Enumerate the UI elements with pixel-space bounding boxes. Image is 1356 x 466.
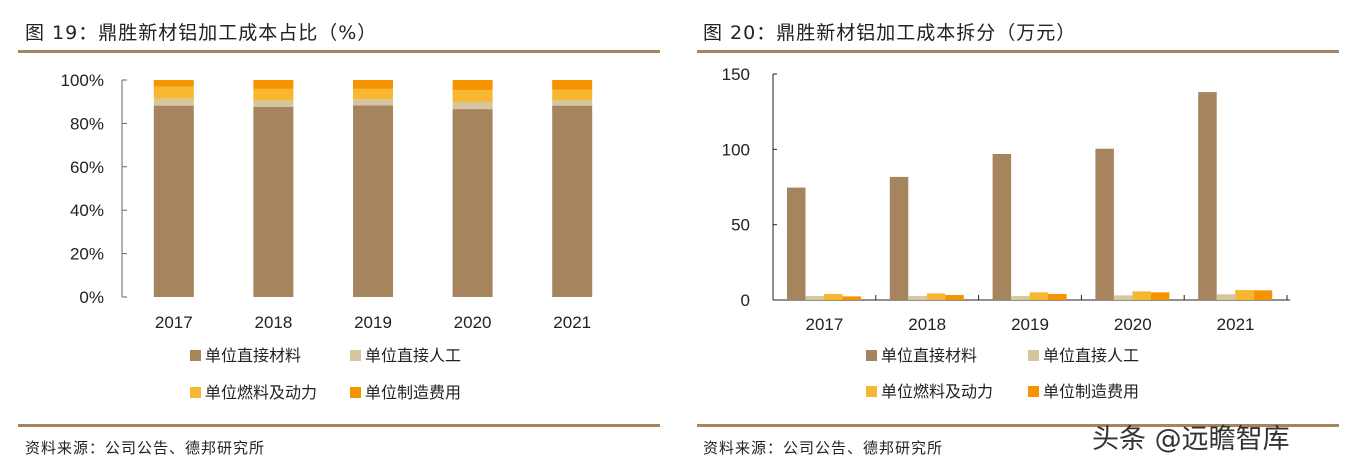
right-bar-2018-series-3	[945, 295, 964, 300]
left-bar-2017-series-2	[153, 86, 194, 99]
left-bar-2020-series-1	[452, 101, 493, 110]
watermark: 头条 @远瞻智库	[1092, 424, 1290, 455]
right-bar-2020-series-0	[1095, 148, 1114, 300]
left-y-tick-label: 60%	[70, 158, 104, 177]
right-bar-2019-series-1	[1011, 296, 1030, 300]
footer-divider-right	[697, 424, 1339, 427]
left-bar-2018-series-3	[253, 80, 294, 89]
left-bar-2021-series-3	[552, 80, 593, 90]
right-x-tick-label: 2020	[1114, 315, 1152, 334]
right-bar-2018-series-1	[908, 296, 927, 300]
right-bar-2017-series-1	[805, 296, 824, 300]
right-bar-2021-series-2	[1235, 290, 1254, 300]
left-y-tick-label: 0%	[79, 288, 104, 307]
chart-title-left: 图 19：鼎胜新材铝加工成本占比（%）	[25, 22, 378, 44]
left-legend-swatch	[350, 350, 361, 361]
left-y-tick-label: 20%	[70, 245, 104, 264]
title-divider-right	[697, 50, 1339, 53]
right-y-tick-label: 0	[741, 291, 750, 310]
left-bar-2017-series-0	[153, 105, 194, 297]
left-y-tick-label: 100%	[61, 71, 104, 90]
right-y-tick-label: 50	[731, 216, 750, 235]
left-bar-2021-series-0	[552, 105, 593, 297]
source-note-right: 资料来源：公司公告、德邦研究所	[703, 439, 944, 457]
left-legend-label: 单位直接材料	[205, 347, 301, 365]
left-bar-2017-series-1	[153, 98, 194, 106]
right-bar-2020-series-1	[1113, 295, 1133, 300]
right-legend-swatch	[1028, 386, 1039, 397]
right-legend-label: 单位直接人工	[1043, 347, 1139, 365]
left-legend-label: 单位直接人工	[365, 347, 461, 365]
left-bar-2021-series-1	[552, 100, 593, 106]
title-divider-left	[18, 50, 660, 53]
left-bar-2018-series-2	[253, 88, 294, 101]
source-note-left: 资料来源：公司公告、德邦研究所	[25, 439, 266, 457]
right-legend-swatch	[866, 386, 877, 397]
right-bar-2018-series-0	[889, 176, 909, 300]
chart-title-right: 图 20：鼎胜新材铝加工成本拆分（万元）	[703, 22, 1077, 44]
left-x-tick-label: 2019	[354, 313, 392, 332]
right-bar-2019-series-0	[992, 154, 1012, 300]
right-legend-label: 单位制造费用	[1043, 383, 1139, 401]
left-legend-label: 单位燃料及动力	[205, 384, 317, 402]
right-bar-2021-series-0	[1198, 92, 1217, 300]
left-bar-2019-series-2	[353, 88, 393, 100]
left-bar-2019-series-1	[353, 99, 393, 106]
right-bar-2020-series-3	[1150, 292, 1170, 300]
right-bar-2019-series-3	[1048, 293, 1067, 300]
left-bar-2020-series-3	[452, 80, 493, 91]
footer-divider-left	[18, 424, 660, 427]
right-legend-swatch	[866, 350, 877, 361]
right-x-tick-label: 2018	[908, 315, 946, 334]
left-legend-swatch	[350, 387, 361, 398]
left-bar-2020-series-2	[452, 90, 493, 102]
left-legend-label: 单位制造费用	[365, 384, 461, 402]
left-bar-2019-series-3	[353, 80, 393, 89]
left-bar-2017-series-3	[153, 80, 194, 87]
left-bar-2019-series-0	[353, 105, 393, 297]
left-y-tick-label: 80%	[70, 114, 104, 133]
left-x-tick-label: 2020	[454, 313, 492, 332]
right-x-tick-label: 2017	[805, 315, 843, 334]
left-bar-2018-series-0	[253, 106, 294, 297]
left-legend-swatch	[190, 387, 201, 398]
left-bar-2018-series-1	[253, 100, 294, 107]
right-x-tick-label: 2021	[1217, 315, 1255, 334]
left-bar-2020-series-0	[452, 109, 493, 297]
left-x-tick-label: 2018	[254, 313, 292, 332]
left-y-tick-label: 40%	[70, 201, 104, 220]
right-bar-2020-series-2	[1132, 291, 1151, 300]
right-bar-2019-series-2	[1029, 292, 1049, 300]
right-legend-swatch	[1028, 350, 1039, 361]
left-bar-2021-series-2	[552, 89, 593, 101]
right-x-tick-label: 2019	[1011, 315, 1049, 334]
left-x-tick-label: 2021	[553, 313, 591, 332]
right-bar-2017-series-3	[842, 296, 861, 300]
right-bar-2021-series-1	[1216, 294, 1236, 300]
left-legend-swatch	[190, 350, 201, 361]
right-legend-label: 单位燃料及动力	[881, 383, 993, 401]
right-legend-label: 单位直接材料	[881, 347, 977, 365]
left-x-tick-label: 2017	[155, 313, 193, 332]
right-bar-2021-series-3	[1253, 290, 1273, 300]
right-bar-2017-series-0	[787, 187, 806, 300]
right-y-tick-label: 150	[722, 65, 750, 84]
right-bar-2018-series-2	[926, 293, 946, 300]
right-y-tick-label: 100	[722, 140, 750, 159]
right-bar-2017-series-2	[824, 293, 843, 300]
